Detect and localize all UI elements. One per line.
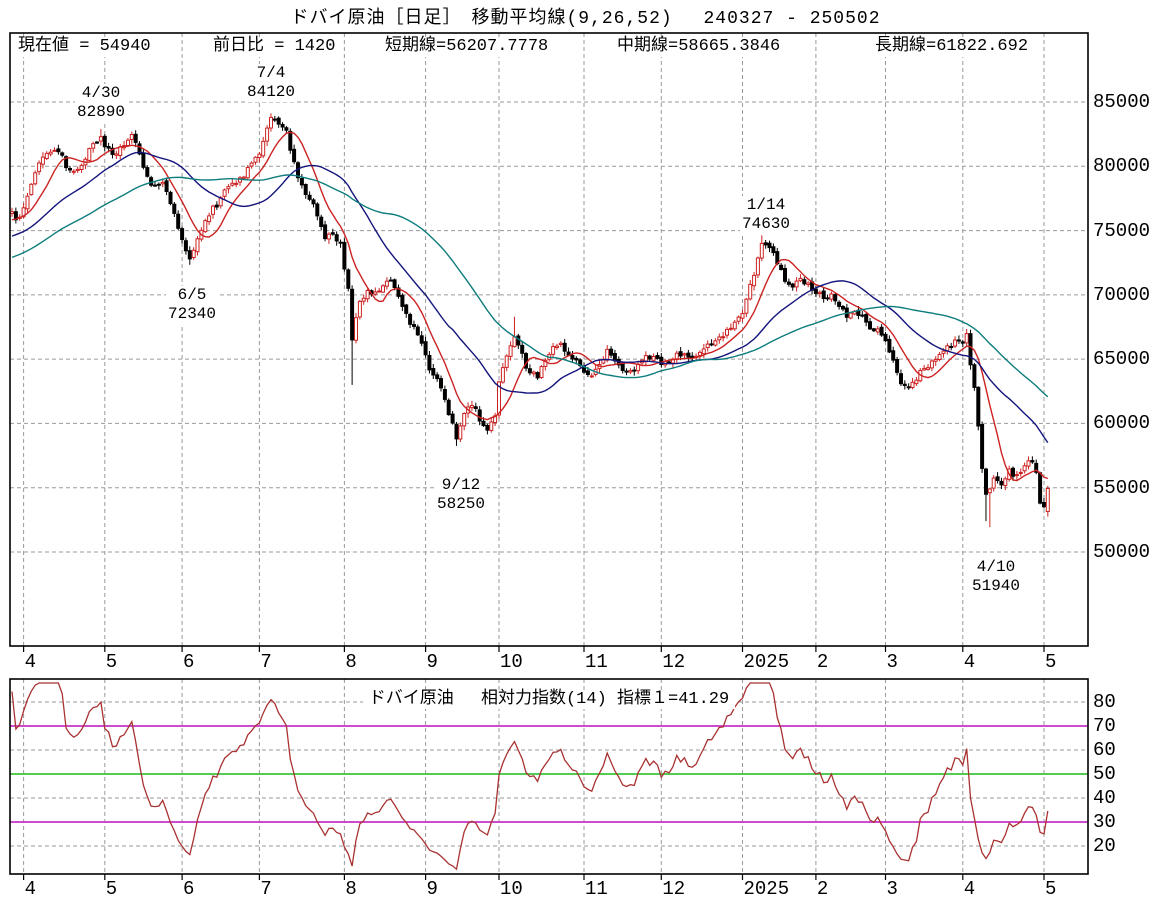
price-axis-tick-label: 75000 xyxy=(1093,219,1151,242)
month-label-main: 5 xyxy=(105,651,118,673)
rsi-axis-tick-label: 20 xyxy=(1093,835,1116,857)
price-axis-tick-label: 85000 xyxy=(1093,91,1151,113)
long-ma-value-label: 長期線=61822.692 xyxy=(872,37,1032,57)
price-axis-tick-label: 50000 xyxy=(1093,541,1151,563)
month-label-main: 7 xyxy=(260,651,272,673)
month-label-rsi: 12 xyxy=(662,878,686,900)
month-label-main: 3 xyxy=(886,651,898,673)
month-label-main: 4 xyxy=(24,651,36,673)
price-annotation: 6/5 72340 xyxy=(165,286,219,324)
month-label-rsi: 5 xyxy=(105,878,118,900)
mid-ma-value-label: 中期線=58665.3846 xyxy=(614,37,784,57)
rsi-axis-tick-label: 80 xyxy=(1093,691,1116,713)
annotation-price: 84120 xyxy=(246,83,296,101)
month-label-rsi: 6 xyxy=(183,878,195,900)
month-label-main: 2 xyxy=(816,651,829,673)
month-label-main: 4 xyxy=(963,651,976,673)
short-ma-value-label: 短期線=56207.7778 xyxy=(382,37,552,57)
month-label-main: 5 xyxy=(1044,651,1057,673)
annotation-price: 74630 xyxy=(741,215,791,233)
month-label-rsi: 10 xyxy=(499,878,523,900)
month-label-main: 10 xyxy=(499,651,523,673)
month-label-rsi: 5 xyxy=(1044,878,1057,900)
price-annotation: 7/4 84120 xyxy=(244,64,298,102)
month-label-rsi: 9 xyxy=(426,878,438,900)
rsi-axis-tick-label: 40 xyxy=(1093,787,1116,809)
month-label-rsi: 11 xyxy=(585,878,608,900)
rsi-axis-tick-label: 70 xyxy=(1093,715,1116,737)
month-label-rsi: 3 xyxy=(886,878,898,900)
price-annotation: 4/10 51940 xyxy=(969,558,1023,596)
month-label-rsi: 7 xyxy=(260,878,272,900)
price-annotation: 4/30 82890 xyxy=(74,84,128,122)
annotation-date: 6/5 xyxy=(177,286,207,304)
price-axis-tick-label: 60000 xyxy=(1093,412,1151,435)
rsi-title-text: ドバイ原油 相対力指数(14) 指標１=41.29 xyxy=(362,690,736,709)
month-label-main: 9 xyxy=(426,651,438,673)
rsi-axis-tick-label: 30 xyxy=(1093,811,1116,833)
month-label-main: 11 xyxy=(585,651,608,673)
month-label-main: 8 xyxy=(345,651,357,673)
price-axis-tick-label: 80000 xyxy=(1093,155,1151,178)
month-label-rsi: 4 xyxy=(24,878,36,900)
price-axis-tick-label: 65000 xyxy=(1093,348,1151,371)
current-value-label: 現在値 = 54940 xyxy=(15,37,154,57)
month-label-main: 6 xyxy=(183,651,195,673)
month-label-rsi: 2 xyxy=(816,878,829,900)
chart-title: ドバイ原油［日足］ 移動平均線(9,26,52) 240327 - 250502 xyxy=(290,9,881,29)
annotation-date: 7/4 xyxy=(256,64,286,82)
annotation-price: 82890 xyxy=(76,103,126,121)
month-label-rsi: 2025 xyxy=(743,878,790,900)
annotation-date: 4/10 xyxy=(976,558,1016,576)
annotation-price: 58250 xyxy=(436,495,486,513)
price-axis-tick-label: 55000 xyxy=(1093,476,1151,499)
month-label-rsi: 8 xyxy=(345,878,357,900)
price-annotation: 1/14 74630 xyxy=(739,196,793,234)
month-label-main: 2025 xyxy=(743,651,790,673)
price-axis-tick-label: 70000 xyxy=(1093,283,1151,306)
annotation-price: 51940 xyxy=(971,577,1021,595)
prev-day-change-label: 前日比 = 1420 xyxy=(210,37,339,57)
rsi-axis-tick-label: 50 xyxy=(1093,763,1116,785)
month-label-main: 12 xyxy=(662,651,686,673)
annotation-date: 1/14 xyxy=(746,196,786,214)
rsi-axis-tick-label: 60 xyxy=(1093,739,1116,761)
annotation-date: 9/12 xyxy=(441,476,481,494)
price-annotation: 9/12 58250 xyxy=(434,476,488,514)
month-label-rsi: 4 xyxy=(963,878,976,900)
annotation-price: 72340 xyxy=(167,305,217,323)
annotation-date: 4/30 xyxy=(81,84,121,102)
rsi-panel-title: ドバイ原油 相対力指数(14) 指標１=41.29 xyxy=(10,683,1088,709)
